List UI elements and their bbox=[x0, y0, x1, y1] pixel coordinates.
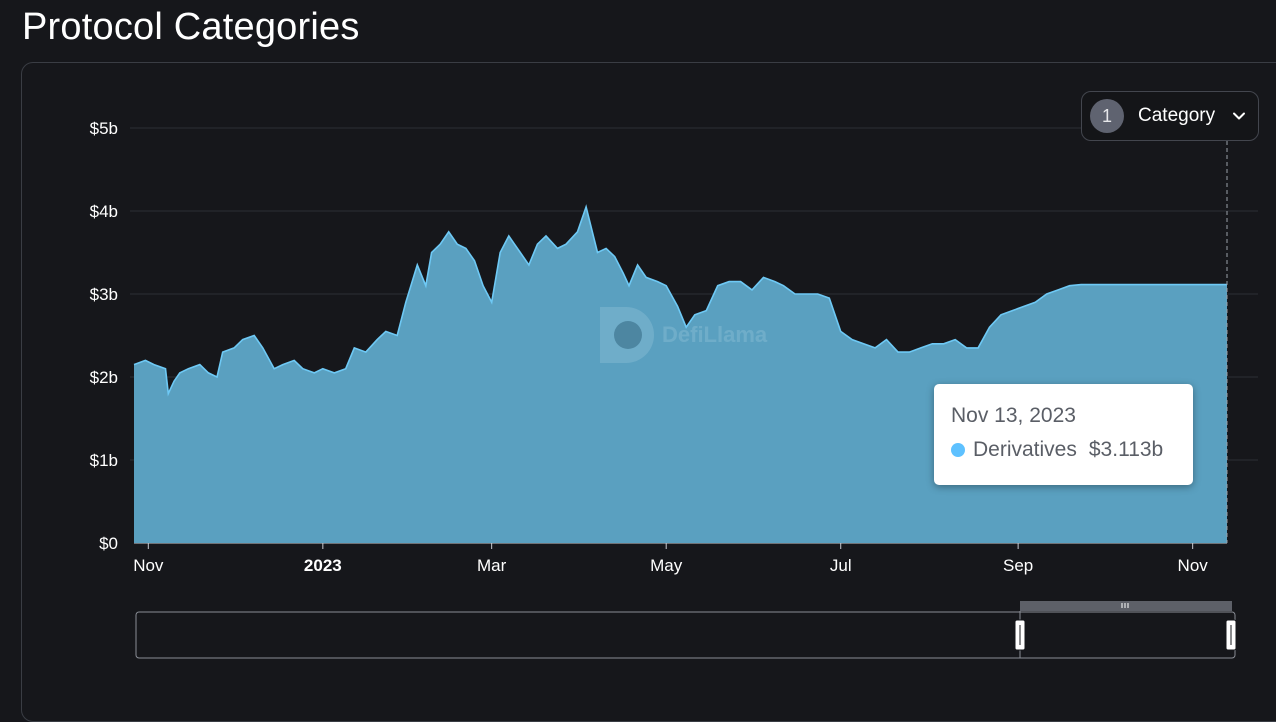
y-tick-label: $1b bbox=[90, 451, 118, 470]
page-title: Protocol Categories bbox=[22, 6, 360, 48]
series-derivatives bbox=[133, 204, 1227, 543]
x-axis: Nov 2023 Mar May Jul Sep Nov bbox=[133, 542, 1227, 575]
chevron-down-icon bbox=[1233, 112, 1245, 120]
tooltip-series-name: Derivatives bbox=[973, 438, 1077, 461]
x-tick-label: Sep bbox=[1003, 556, 1033, 575]
series-line-derivatives bbox=[133, 204, 1227, 397]
y-tick-label: $5b bbox=[90, 119, 118, 138]
y-tick-label: $4b bbox=[90, 202, 118, 221]
x-tick-label: Nov bbox=[133, 556, 164, 575]
tooltip-value: $3.113b bbox=[1088, 438, 1164, 461]
range-slider-track[interactable] bbox=[135, 611, 1236, 659]
area-fill-derivatives bbox=[134, 206, 1227, 543]
selected-count-badge: 1 bbox=[1090, 99, 1124, 133]
y-tick-label: $2b bbox=[90, 368, 118, 387]
tooltip-date: Nov 13, 2023 bbox=[951, 404, 1076, 427]
y-tick-label: $0 bbox=[99, 534, 118, 553]
x-tick-label: May bbox=[650, 556, 683, 575]
x-tick-label: Jul bbox=[830, 556, 852, 575]
range-slider-selection-bar[interactable] bbox=[1020, 601, 1232, 611]
y-axis: $0 $1b $2b $3b $4b $5b bbox=[90, 119, 118, 553]
range-slider[interactable] bbox=[135, 601, 1237, 659]
y-tick-label: $3b bbox=[90, 285, 118, 304]
x-tick-label: Mar bbox=[477, 556, 507, 575]
x-tick-label: 2023 bbox=[304, 556, 342, 575]
tooltip-series-row: Derivatives $3.113b bbox=[951, 438, 1177, 462]
chart-tooltip: Nov 13, 2023 Derivatives $3.113b bbox=[934, 384, 1193, 485]
x-tick-label: Nov bbox=[1178, 556, 1209, 575]
series-color-dot-icon bbox=[951, 443, 965, 457]
category-dropdown-label: Category bbox=[1138, 105, 1216, 126]
category-filter-dropdown[interactable]: 1 Category bbox=[1081, 91, 1259, 141]
